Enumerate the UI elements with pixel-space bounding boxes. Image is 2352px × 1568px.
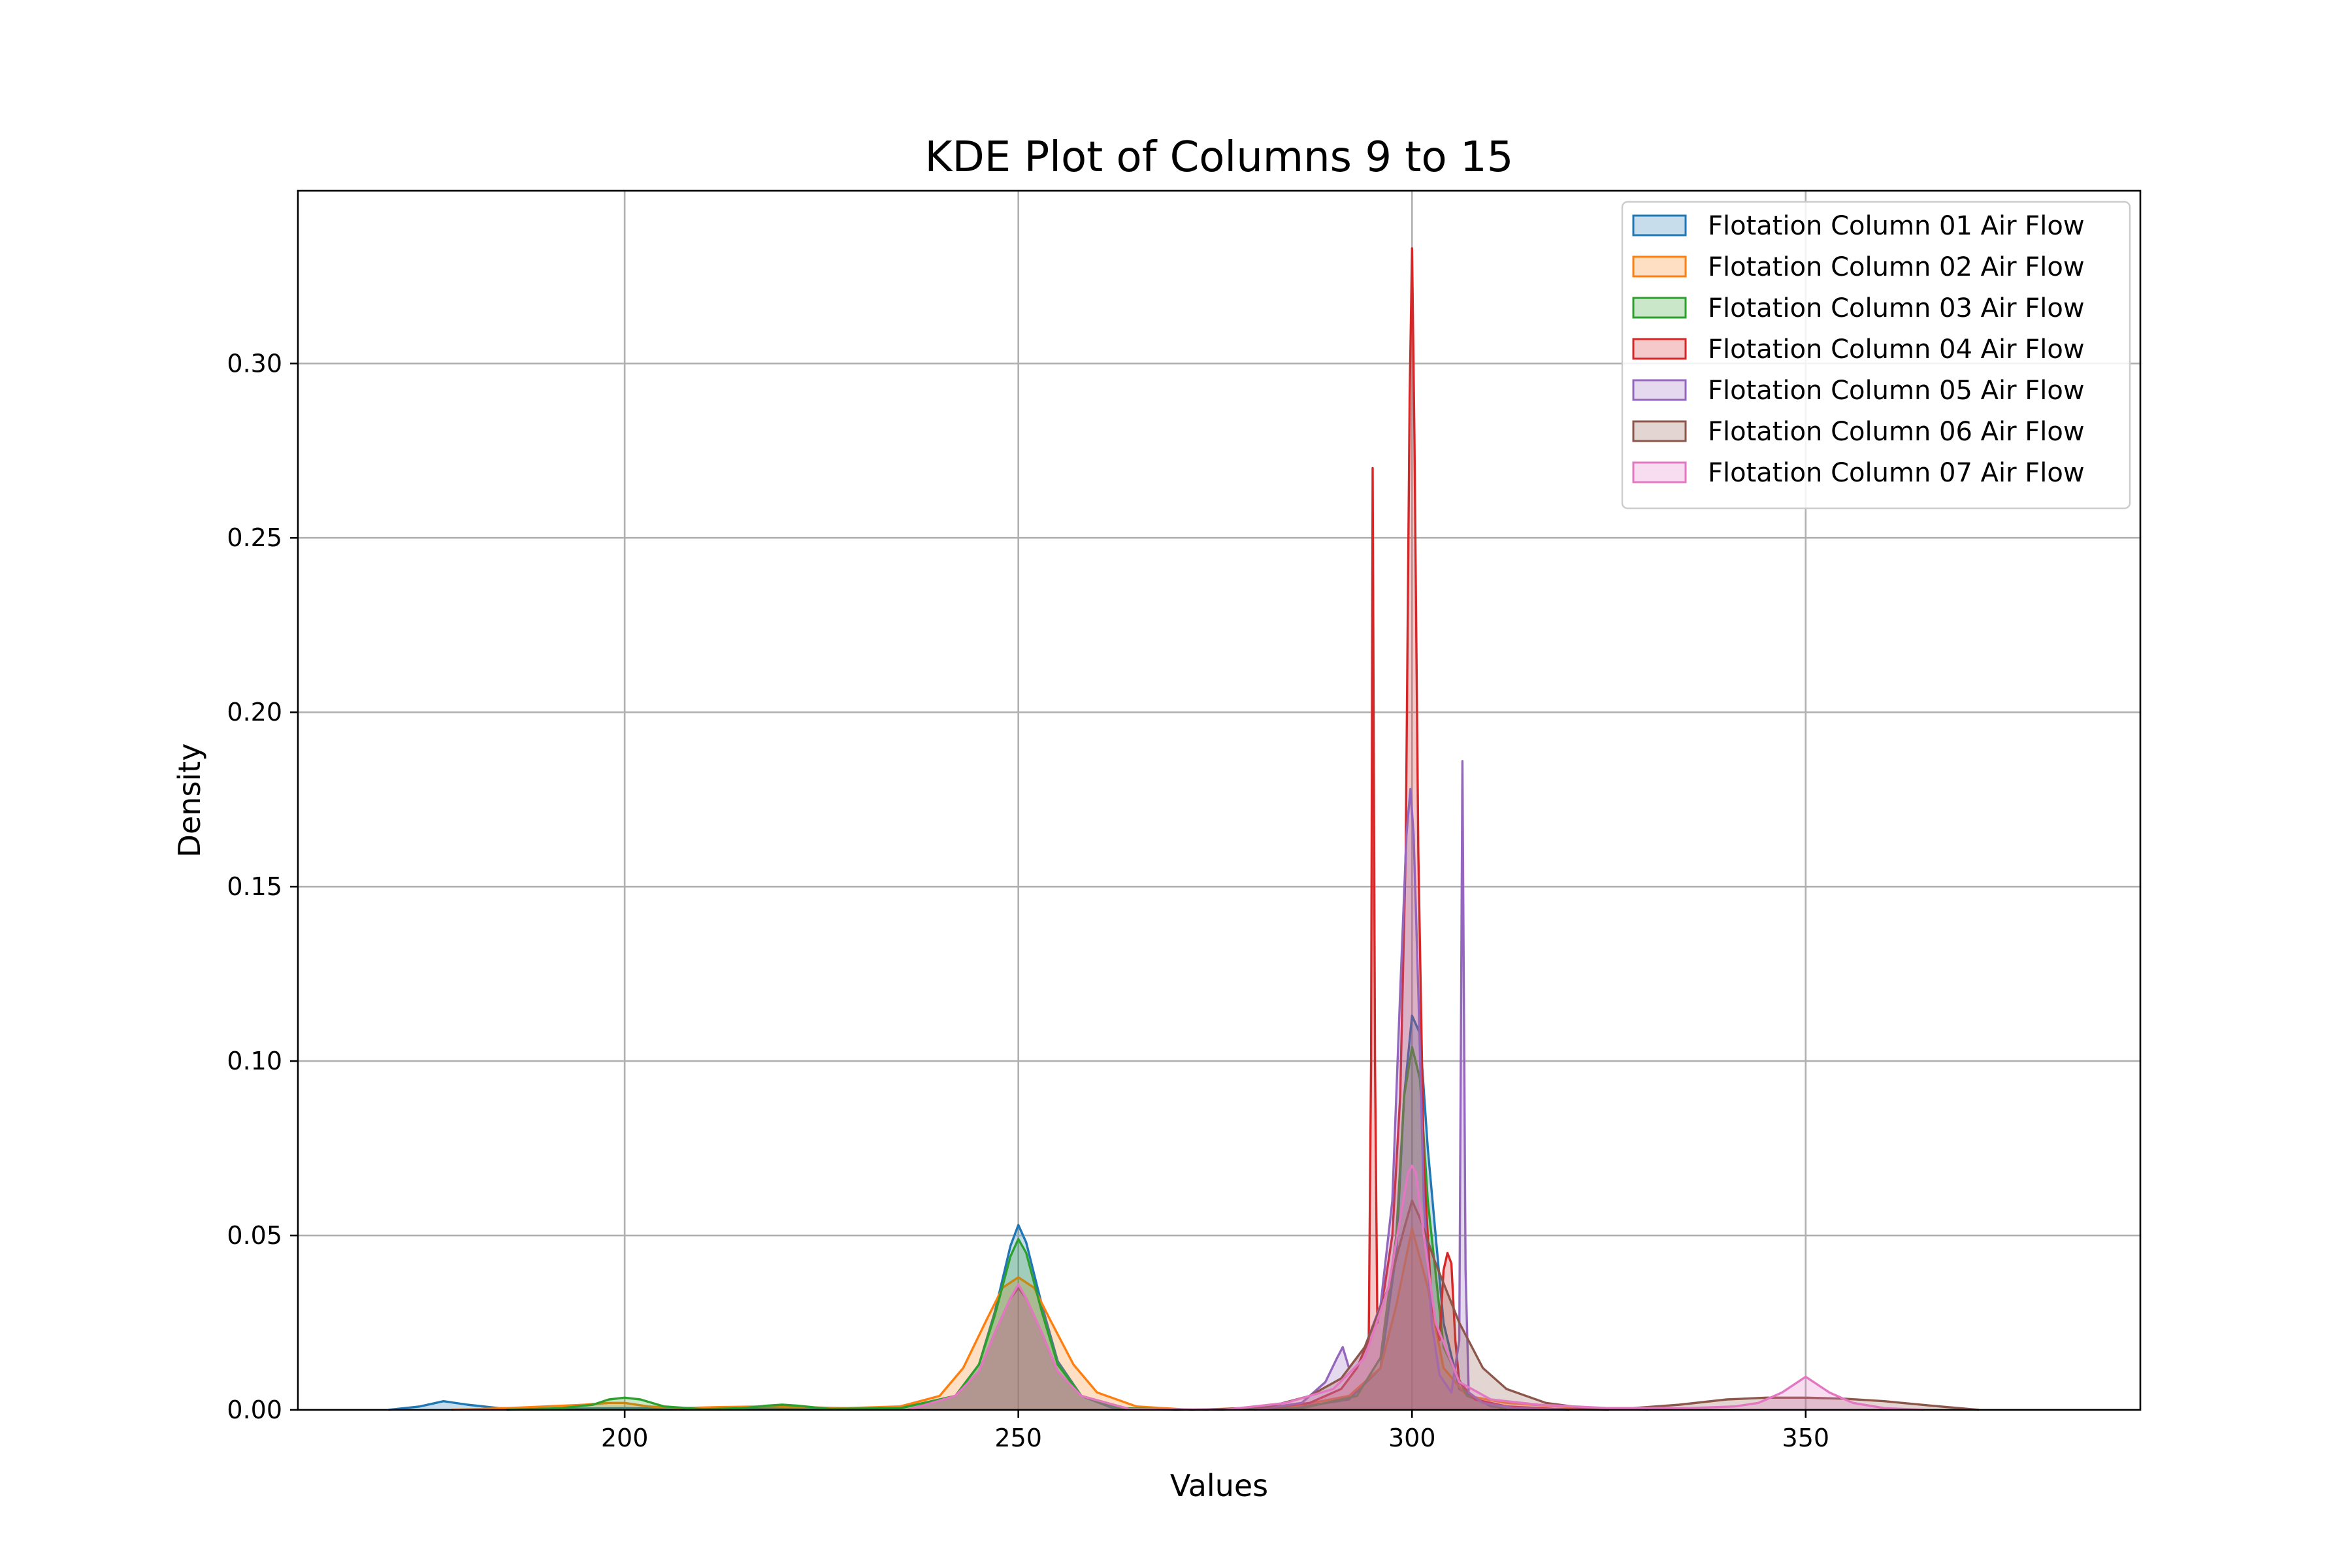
- legend-swatch: [1632, 379, 1687, 401]
- y-tick-label: 0.25: [227, 523, 282, 552]
- x-tick-label: 250: [994, 1424, 1042, 1452]
- kde-line: [907, 1164, 1924, 1411]
- kde-series-7: [907, 1164, 1924, 1411]
- legend-label: Flotation Column 01 Air Flow: [1708, 211, 2085, 241]
- kde-series-1: [388, 1015, 1570, 1411]
- legend-item: Flotation Column 04 Air Flow: [1632, 335, 2085, 365]
- legend-item: Flotation Column 01 Air Flow: [1632, 211, 2085, 241]
- plot-frame: [297, 189, 2142, 1411]
- kde-series-5: [1254, 760, 1570, 1411]
- kde-area: [908, 1166, 1924, 1410]
- y-tick-label: 0.30: [227, 349, 282, 378]
- y-tick-label: 0.00: [227, 1396, 282, 1424]
- legend-swatch: [1632, 461, 1687, 483]
- legend: Flotation Column 01 Air Flow Flotation Co…: [1621, 201, 2131, 510]
- x-axis-ticks: 200 250 300 350: [601, 1410, 1829, 1452]
- legend-label: Flotation Column 04 Air Flow: [1708, 335, 2085, 365]
- legend-label: Flotation Column 06 Air Flow: [1708, 417, 2085, 447]
- legend-swatch: [1632, 214, 1687, 237]
- y-axis-ticks: 0.00 0.05 0.10 0.15 0.20 0.25 0.30: [227, 349, 298, 1424]
- kde-area: [908, 1200, 1979, 1410]
- legend-swatch: [1632, 297, 1687, 319]
- x-tick-label: 300: [1388, 1424, 1436, 1452]
- y-tick-label: 0.15: [227, 872, 282, 901]
- legend-item: Flotation Column 05 Air Flow: [1632, 376, 2085, 406]
- x-axis-label: Values: [1170, 1468, 1268, 1503]
- legend-label: Flotation Column 07 Air Flow: [1708, 458, 2085, 488]
- legend-label: Flotation Column 05 Air Flow: [1708, 376, 2085, 406]
- series-layer: [388, 247, 1980, 1411]
- kde-line: [388, 1015, 1570, 1411]
- kde-area: [388, 1015, 1570, 1410]
- legend-swatch: [1632, 338, 1687, 360]
- kde-line: [1254, 760, 1570, 1411]
- kde-area: [1254, 760, 1570, 1410]
- kde-line: [451, 1227, 1648, 1411]
- y-tick-label: 0.05: [227, 1221, 282, 1250]
- legend-label: Flotation Column 02 Air Flow: [1708, 252, 2085, 282]
- legend-item: Flotation Column 03 Air Flow: [1632, 293, 2085, 323]
- legend-label: Flotation Column 03 Air Flow: [1708, 293, 2085, 323]
- x-tick-label: 200: [601, 1424, 649, 1452]
- kde-series-2: [451, 1227, 1648, 1411]
- legend-item: Flotation Column 02 Air Flow: [1632, 252, 2085, 282]
- legend-swatch: [1632, 255, 1687, 278]
- legend-swatch: [1632, 420, 1687, 442]
- y-axis-label: Density: [172, 743, 207, 858]
- legend-item: Flotation Column 06 Air Flow: [1632, 417, 2085, 447]
- kde-series-3: [506, 1046, 1507, 1411]
- x-tick-label: 350: [1782, 1424, 1830, 1452]
- y-tick-label: 0.10: [227, 1047, 282, 1075]
- y-tick-label: 0.20: [227, 698, 282, 727]
- chart-title: KDE Plot of Columns 9 to 15: [925, 133, 1514, 182]
- legend-box: [1621, 201, 2131, 510]
- legend-item: Flotation Column 07 Air Flow: [1632, 458, 2085, 488]
- kde-line: [506, 1046, 1507, 1411]
